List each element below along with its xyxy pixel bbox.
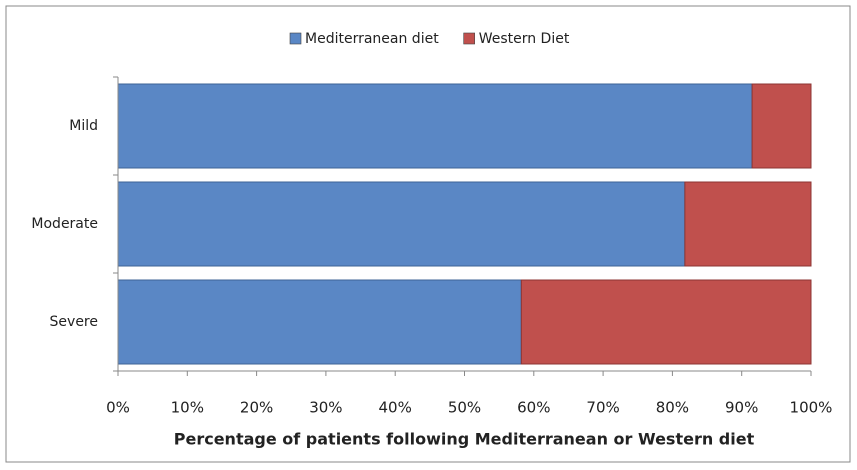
bar-segment [751, 83, 812, 169]
x-axis-label: Percentage of patients following Mediter… [174, 430, 755, 449]
x-tick-label: 10% [171, 399, 204, 417]
x-tick-label: 0% [106, 399, 130, 417]
x-tick-label: 70% [586, 399, 619, 417]
legend-swatch [289, 32, 302, 45]
legend-swatch [463, 32, 475, 45]
bar-segment [117, 279, 522, 365]
x-tick-label: 100% [790, 399, 833, 417]
x-tick-label: 30% [309, 399, 342, 417]
x-tick-label: 40% [379, 399, 412, 417]
x-tick-label: 90% [725, 399, 758, 417]
x-tick-label: 20% [240, 399, 273, 417]
bar-segment [117, 181, 686, 267]
legend-label: Western Diet [479, 31, 570, 47]
x-tick-label: 50% [448, 399, 481, 417]
y-tick-label: Severe [50, 314, 98, 330]
bar-segment [684, 181, 812, 267]
y-tick-label: Mild [69, 118, 98, 134]
y-tick-label: Moderate [31, 216, 98, 232]
x-tick-label: 60% [517, 399, 550, 417]
bar-segment [117, 83, 753, 169]
legend-label: Mediterranean diet [305, 31, 439, 47]
bar-segment [520, 279, 812, 365]
x-tick-label: 80% [656, 399, 689, 417]
